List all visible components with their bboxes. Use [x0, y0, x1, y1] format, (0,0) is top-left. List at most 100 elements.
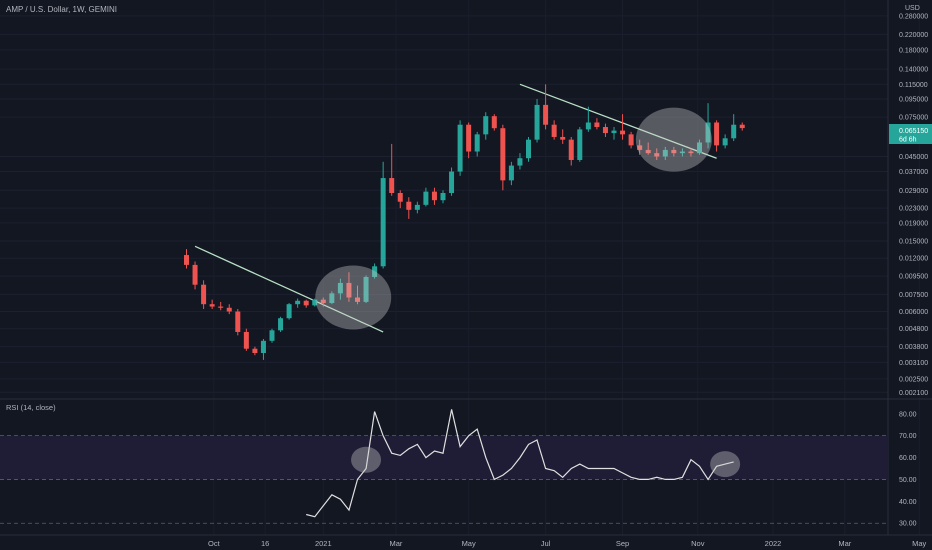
- candle: [235, 308, 241, 336]
- time-axis[interactable]: Oct 16 2021 Mar May Jul Sep Nov 2022 Mar May: [208, 539, 927, 548]
- candle: [363, 275, 369, 304]
- candle: [337, 278, 343, 300]
- candle-body: [355, 297, 360, 302]
- trendline[interactable]: [194, 245, 384, 333]
- candle: [260, 338, 266, 360]
- candle-body: [560, 136, 566, 140]
- candle-body: [722, 138, 728, 146]
- candle: [372, 263, 378, 279]
- price-tick-label: 0.002500: [899, 376, 928, 383]
- price-tick-label: 0.180000: [899, 47, 928, 54]
- candle: [457, 120, 463, 176]
- last-price-value: 0.065150: [899, 128, 928, 135]
- rsi-tick-label: 80.00: [899, 411, 917, 418]
- candle-body: [637, 145, 643, 150]
- candle-body: [346, 282, 352, 298]
- candle: [551, 120, 557, 140]
- candle: [192, 261, 198, 290]
- candle: [406, 197, 412, 219]
- time-tick-label: Nov: [691, 539, 705, 548]
- candle-body: [705, 122, 711, 143]
- price-tick-label: 0.009500: [899, 274, 928, 281]
- candle-body: [320, 299, 326, 304]
- candle: [312, 298, 318, 307]
- candle-body: [260, 340, 266, 353]
- candle: [739, 122, 745, 131]
- price-tick-label: 0.002100: [899, 390, 928, 397]
- candle-body: [739, 124, 745, 129]
- candle: [355, 285, 360, 305]
- candle: [414, 201, 420, 214]
- candle-body: [457, 124, 463, 172]
- price-tick-label: 0.037000: [899, 169, 928, 176]
- price-tick-label: 0.220000: [899, 32, 928, 39]
- time-tick-label: Jul: [541, 539, 551, 548]
- candle-body: [295, 300, 301, 305]
- rsi-title[interactable]: RSI (14, close): [6, 403, 56, 412]
- candle-body: [611, 130, 617, 134]
- time-tick-label: 2022: [765, 539, 782, 548]
- symbol-title[interactable]: AMP / U.S. Dollar, 1W, GEMINI: [6, 5, 117, 14]
- candle-body: [209, 304, 215, 307]
- candle-body: [363, 276, 369, 302]
- candle-body: [278, 318, 284, 331]
- candle-body: [526, 139, 531, 159]
- candle: [560, 129, 566, 144]
- candle: [397, 190, 403, 209]
- candle: [731, 114, 737, 142]
- rsi-tick-label: 50.00: [899, 477, 917, 484]
- candle: [585, 106, 591, 132]
- candle: [620, 114, 626, 140]
- price-tick-label: 0.095000: [899, 96, 928, 103]
- candle-body: [397, 192, 403, 202]
- candle: [526, 136, 531, 162]
- candle-body: [389, 178, 395, 193]
- candle: [449, 167, 455, 196]
- candle-body: [423, 191, 429, 205]
- candle: [269, 328, 275, 343]
- candle: [201, 280, 207, 309]
- price-tick-label: 0.023000: [899, 206, 928, 213]
- price-tick-label: 0.004800: [899, 326, 928, 333]
- candle: [517, 153, 523, 170]
- price-axis[interactable]: 0.280000 0.220000 0.180000 0.140000 0.115000…: [899, 13, 928, 396]
- price-tick-label: 0.115000: [899, 82, 928, 89]
- candle-body: [431, 191, 437, 201]
- candle: [431, 187, 437, 205]
- candle-body: [620, 130, 626, 135]
- rsi-axis[interactable]: 80.00 70.00 60.00 50.00 40.00 30.00: [899, 411, 917, 527]
- candle-body: [218, 306, 224, 308]
- candle-body: [508, 165, 514, 181]
- candle: [474, 131, 480, 157]
- candle-body: [440, 192, 446, 201]
- candle-body: [714, 122, 720, 146]
- rsi-highlight-circles: [351, 446, 741, 478]
- candle-body: [337, 282, 343, 294]
- candle-body: [500, 128, 506, 181]
- price-tick-label: 0.075000: [899, 115, 928, 122]
- candle: [329, 291, 335, 305]
- trendline[interactable]: [519, 83, 717, 159]
- candle-body: [645, 149, 651, 154]
- candle: [243, 328, 249, 351]
- candle: [628, 131, 634, 149]
- candle: [714, 120, 720, 152]
- candle: [278, 316, 284, 332]
- rsi-highlight-circle: [710, 451, 741, 478]
- candle-body: [312, 299, 318, 306]
- candle-body: [551, 124, 557, 137]
- candle-body: [449, 171, 455, 193]
- price-tick-label: 0.140000: [899, 67, 928, 74]
- candle: [184, 249, 189, 269]
- time-tick-label: Oct: [208, 539, 221, 548]
- candle-body: [517, 158, 523, 166]
- candle-body: [628, 134, 634, 146]
- time-tick-label: May: [912, 539, 926, 548]
- candle-body: [252, 348, 258, 353]
- price-tick-label: 0.280000: [899, 13, 928, 20]
- candle: [508, 161, 514, 186]
- highlight-circles: [315, 107, 712, 330]
- candle-body: [654, 153, 660, 157]
- candle: [645, 142, 651, 155]
